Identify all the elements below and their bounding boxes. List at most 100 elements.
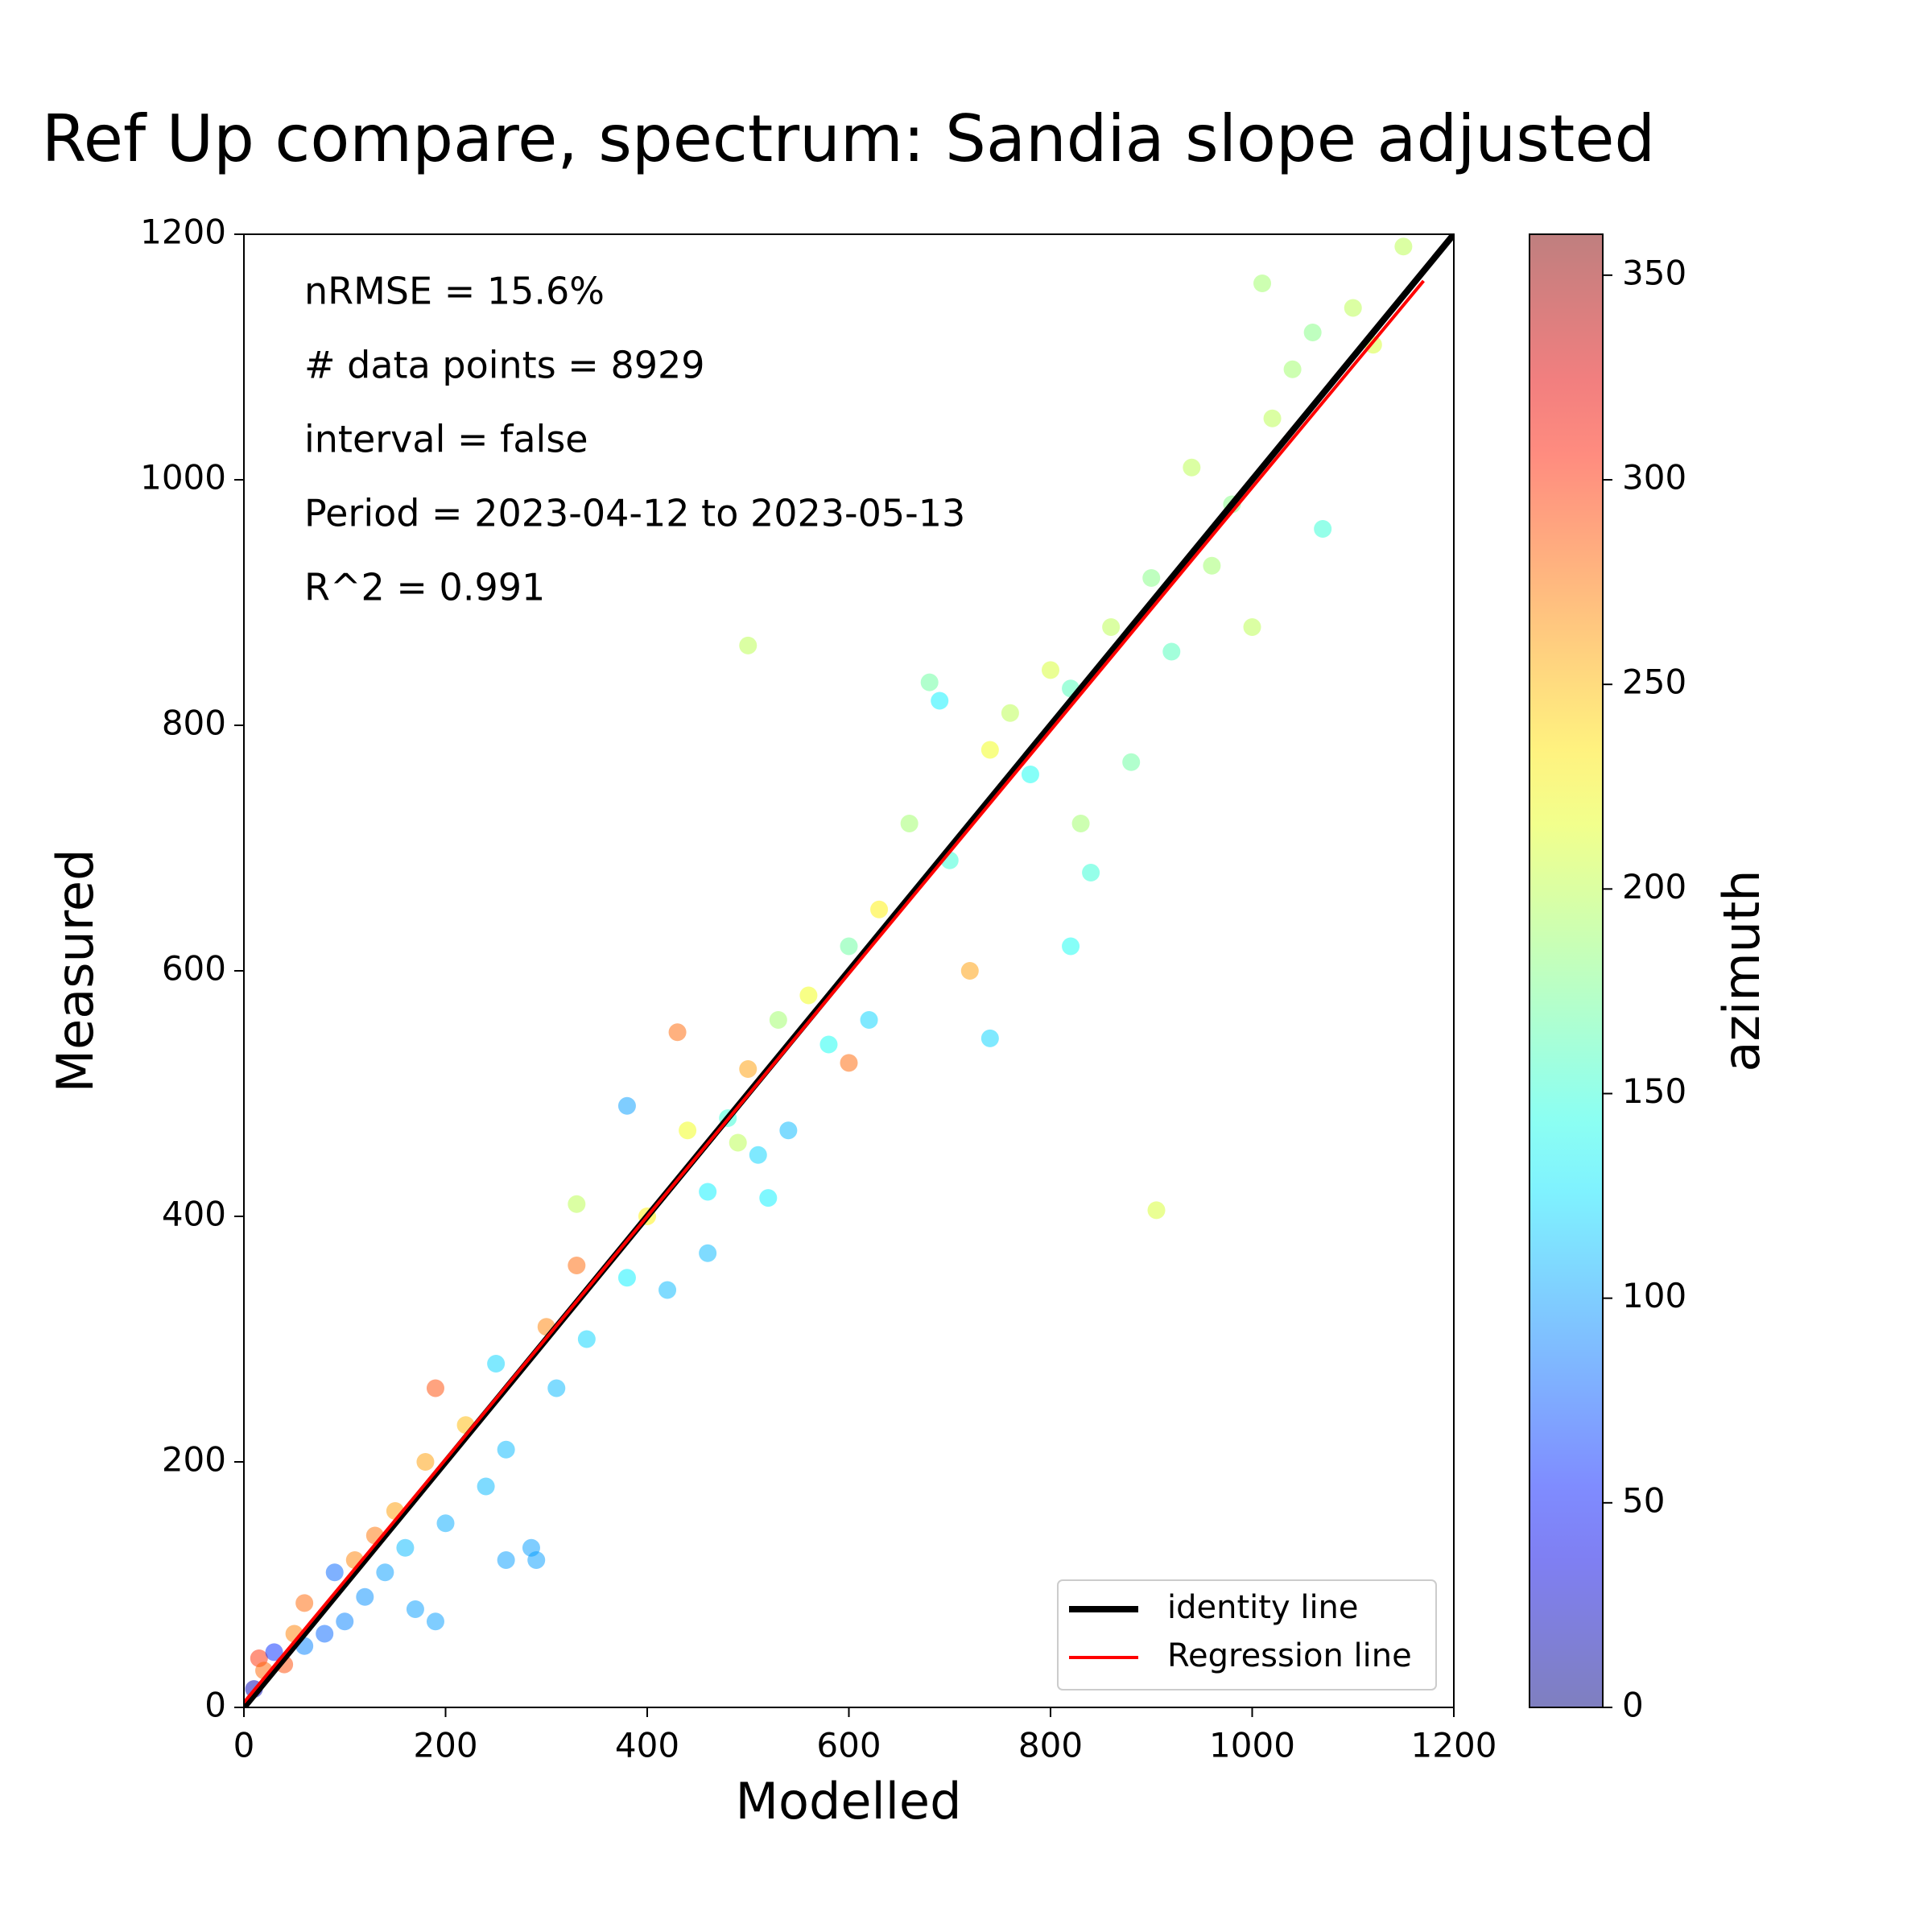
point — [931, 691, 949, 710]
annotation: Period = 2023-04-12 to 2023-05-13 — [304, 492, 965, 535]
point — [416, 1453, 435, 1471]
x-tick-label: 800 — [1018, 1726, 1083, 1765]
point — [617, 1096, 636, 1115]
point — [1082, 864, 1100, 881]
point — [1344, 299, 1362, 317]
point — [1303, 324, 1322, 341]
point — [1314, 520, 1332, 538]
point — [527, 1551, 546, 1569]
colorbar-tick-label: 50 — [1622, 1480, 1665, 1520]
colorbar — [1530, 234, 1603, 1707]
point — [1183, 458, 1201, 477]
chart-title: Ref Up compare, spectrum: Sandia slope a… — [42, 101, 1655, 176]
x-axis-label: Modelled — [736, 1772, 962, 1831]
point — [1021, 766, 1039, 783]
regression-line — [244, 279, 1425, 1704]
point — [568, 1195, 586, 1213]
legend-box — [1057, 1579, 1437, 1690]
point — [426, 1612, 444, 1631]
point — [325, 1563, 344, 1582]
point — [769, 1011, 787, 1029]
point — [668, 1023, 687, 1042]
point — [436, 1514, 455, 1533]
point — [547, 1379, 566, 1397]
point — [497, 1551, 515, 1569]
colorbar-tick-label: 100 — [1622, 1276, 1686, 1315]
annotation: interval = false — [304, 418, 588, 461]
y-tick-label: 1200 — [140, 213, 226, 252]
legend-label: Regression line — [1167, 1637, 1412, 1674]
legend-label: identity line — [1167, 1589, 1359, 1626]
colorbar-tick-label: 200 — [1622, 867, 1686, 906]
colorbar-tick-label: 0 — [1622, 1686, 1644, 1725]
point — [265, 1643, 283, 1662]
point — [396, 1538, 415, 1557]
annotation: R^2 = 0.991 — [304, 566, 545, 609]
point — [577, 1330, 596, 1348]
colorbar-tick-label: 250 — [1622, 663, 1686, 702]
colorbar-frame — [1529, 233, 1604, 1708]
point — [376, 1563, 394, 1582]
point — [1394, 237, 1413, 256]
x-tick-label: 400 — [615, 1726, 679, 1765]
point — [980, 741, 999, 759]
y-tick-label: 0 — [204, 1686, 226, 1725]
point — [779, 1121, 798, 1140]
y-tick-label: 800 — [162, 704, 226, 743]
point — [960, 962, 979, 980]
point — [658, 1281, 677, 1299]
point — [1203, 556, 1221, 575]
point — [1263, 409, 1282, 427]
y-tick-label: 600 — [162, 949, 226, 989]
point — [749, 1146, 767, 1164]
x-tick-label: 200 — [413, 1726, 477, 1765]
point — [759, 1189, 778, 1208]
point — [487, 1355, 506, 1373]
point — [295, 1594, 314, 1612]
point — [356, 1587, 374, 1606]
point — [1142, 569, 1161, 587]
y-tick-label: 1000 — [140, 458, 226, 497]
point — [1283, 360, 1302, 378]
point — [699, 1183, 717, 1201]
point — [920, 673, 939, 691]
x-tick-label: 600 — [816, 1726, 881, 1765]
point — [729, 1133, 747, 1152]
point — [1147, 1201, 1166, 1220]
point — [1162, 642, 1181, 661]
point — [860, 1011, 878, 1029]
scatter-points — [245, 237, 1413, 1699]
colorbar-label: azimuth — [1712, 869, 1771, 1071]
colorbar-tick-label: 300 — [1622, 458, 1686, 497]
point — [799, 986, 818, 1005]
lines — [244, 234, 1454, 1707]
point — [1102, 618, 1121, 636]
point — [1042, 661, 1059, 679]
point — [1253, 275, 1272, 292]
point — [617, 1269, 636, 1287]
annotation: # data points = 8929 — [304, 344, 705, 387]
point — [840, 937, 858, 956]
point — [1062, 937, 1080, 956]
point — [477, 1477, 495, 1496]
point — [406, 1600, 424, 1618]
point — [739, 1060, 758, 1078]
point — [568, 1257, 586, 1274]
point — [679, 1121, 697, 1140]
point — [980, 1029, 999, 1047]
annotation: nRMSE = 15.6% — [304, 270, 605, 313]
point — [336, 1612, 354, 1631]
x-tick-label: 1200 — [1411, 1726, 1497, 1765]
point — [900, 815, 919, 832]
x-tick-label: 0 — [233, 1726, 255, 1765]
y-axis-label: Measured — [46, 849, 105, 1093]
point — [739, 636, 758, 654]
point — [1243, 618, 1261, 636]
point — [316, 1624, 334, 1643]
point — [699, 1244, 717, 1262]
point — [1071, 815, 1090, 832]
point — [840, 1054, 858, 1072]
point — [497, 1440, 515, 1459]
point — [426, 1379, 444, 1397]
point — [1001, 704, 1019, 722]
